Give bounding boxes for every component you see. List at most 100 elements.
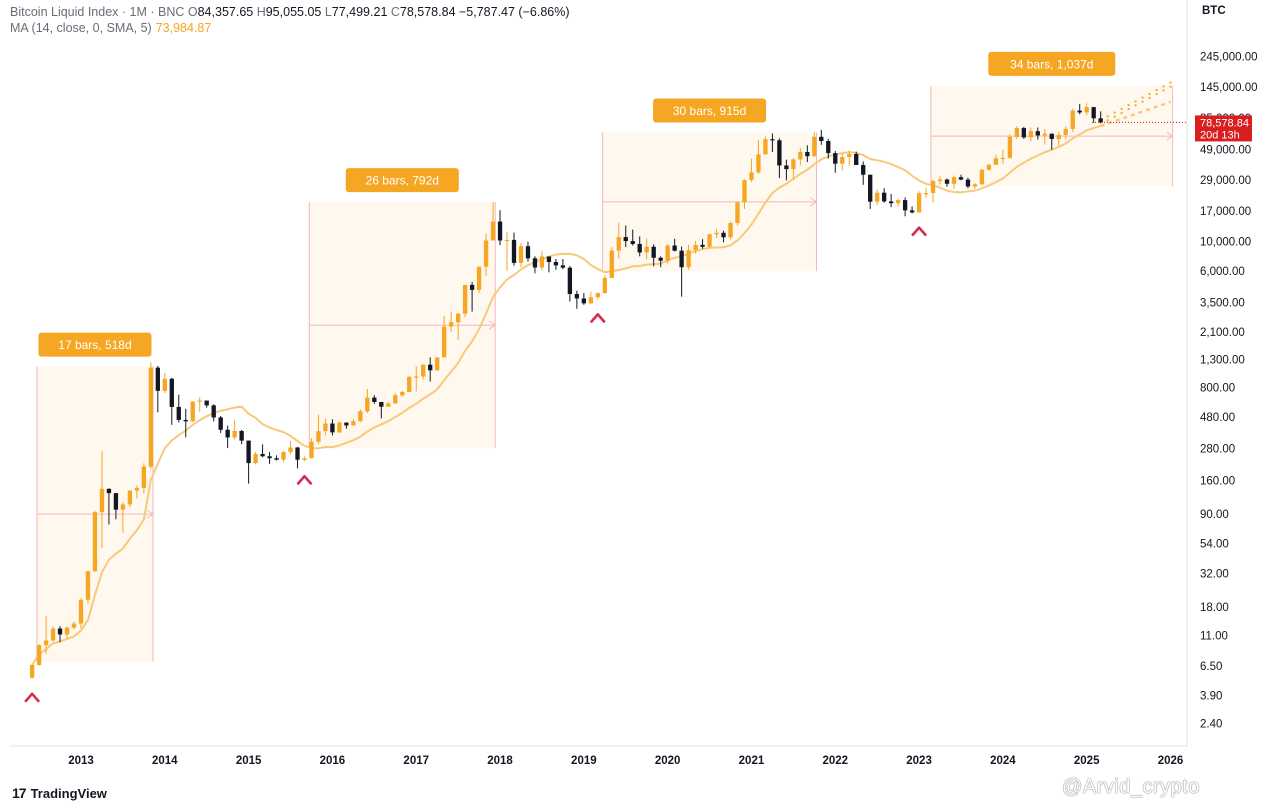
tradingview-logo[interactable]: 17 TradingView [12,785,107,801]
candle-body [714,232,719,235]
range-label-bg [38,332,152,357]
candle-body [497,221,503,241]
y-tick-label: 29,000.00 [1200,175,1251,187]
candle-body [365,397,370,412]
candle-body [455,313,461,323]
y-tick-label: 3,500.00 [1200,297,1245,309]
candle-body [448,322,454,327]
range-label: 26 bars, 792d [366,174,439,188]
candle-body [113,493,119,510]
candle-body [281,451,286,460]
candle-body [602,277,607,294]
candle-body [805,152,810,157]
candle-body [1007,136,1013,158]
currency-label[interactable]: BTC [1202,5,1226,17]
candle-body [972,184,978,187]
x-tick-label: 2018 [487,755,513,767]
candle-body [833,153,838,164]
candle-body [36,645,42,666]
candle-body [407,376,412,392]
candle-body [351,421,356,426]
x-tick-label: 2025 [1074,755,1100,767]
candle-body [1077,110,1082,113]
range-arrow-head [810,197,818,207]
candle-body [183,419,188,422]
candle-body [707,234,712,247]
range-label: 17 bars, 518d [58,338,131,352]
range-label-bg [988,51,1116,76]
candle-body [148,367,154,467]
candle-body [777,140,782,166]
candle-body [393,395,398,404]
y-tick-label: 280.00 [1200,443,1235,455]
candle-body [930,181,936,194]
candle-body [372,397,377,403]
candle-body [267,456,272,459]
candle-body [190,401,195,422]
y-tick-label: 6,000.00 [1200,266,1245,278]
candle-body [232,430,237,438]
last-price-label: 78,578.84 [1200,117,1249,129]
candle-body [260,453,265,457]
x-tick-label: 2021 [739,755,765,767]
candle-body [225,429,230,438]
candle-body [483,240,489,267]
last-price-tag [1195,115,1252,142]
candle-body [847,153,852,158]
change-value: −5,787.47 (−6.86%) [459,5,570,19]
range-arrow-head [146,509,154,519]
candle-body [1098,118,1103,123]
candle-body [812,136,817,157]
candle-body [29,665,35,678]
candle-body [57,628,63,635]
candle-body [435,357,440,371]
candle-body [1063,128,1068,135]
candle-body [476,266,482,290]
candle-body [504,239,510,242]
candle-body [323,423,328,432]
candle-body [218,417,223,430]
candle-body [742,180,747,203]
candle-body [902,200,908,211]
candle-body [50,628,56,641]
range-label-bg [345,168,459,193]
candle-body [881,192,887,202]
candle-body [700,244,705,247]
y-tick-label: 160.00 [1200,476,1235,488]
candle-body [644,246,649,253]
candle-body [106,488,112,494]
ma-label[interactable]: MA (14, close, 0, SMA, 5) [10,21,152,35]
cycle-marker-icon [911,226,928,237]
candle-body [197,400,202,402]
candle-body [756,154,761,173]
candle-body [616,237,621,251]
candle-body [1070,110,1075,129]
candle-body [944,179,950,184]
range-arrow-head [1166,131,1174,141]
candle-body [442,326,447,358]
candle-body [679,250,684,268]
candle-body [979,169,985,185]
candle-body [609,250,614,278]
candle-body [428,364,433,371]
x-tick-label: 2024 [990,755,1016,767]
countdown-label: 20d 13h [1200,129,1240,141]
candle-body [951,177,957,184]
candle-body [798,152,803,160]
y-tick-label: 54.00 [1200,538,1229,550]
candle-body [274,458,279,460]
y-tick-label: 10,000.00 [1200,237,1251,249]
candle-body [875,192,880,202]
candle-body [553,261,559,266]
candle-body [85,571,91,600]
y-tick-label: 49,000.00 [1200,145,1251,157]
open-key: O [187,5,198,19]
y-tick-label: 800.00 [1200,383,1235,395]
y-tick-label: 1,300.00 [1200,355,1245,367]
candle-body [211,405,216,418]
candle-body [1021,128,1027,138]
candle-body [1028,131,1033,138]
candle-body [581,298,587,304]
candle-body [302,458,307,460]
